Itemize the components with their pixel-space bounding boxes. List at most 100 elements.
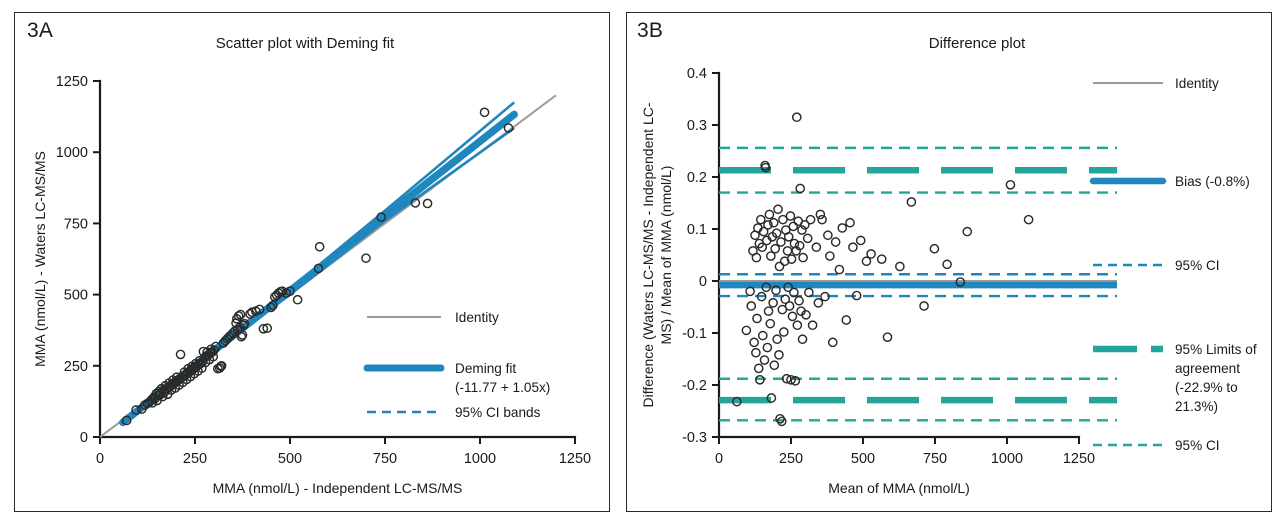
data-point (802, 233, 813, 244)
data-point (827, 337, 838, 348)
data-point (813, 298, 824, 308)
data-point (778, 214, 788, 225)
data-point (837, 223, 848, 233)
panel-a-points (121, 107, 514, 426)
x-axis-label-b: Mean of MMA (nmol/L) (828, 480, 970, 496)
data-point (741, 325, 752, 336)
data-point (794, 240, 805, 251)
data-point (866, 249, 876, 259)
y-tick-label-b: -0.3 (682, 430, 707, 446)
data-point (769, 360, 780, 371)
y-tick-label-a: 1250 (56, 74, 88, 90)
data-point (797, 225, 807, 235)
data-point (876, 254, 887, 264)
data-point (266, 302, 276, 313)
y-tick-label-b: 0.4 (687, 66, 707, 82)
data-point (757, 242, 768, 253)
data-point (292, 294, 303, 305)
y-axis-label-a: MMA (nmol/L) - Waters LC-MS/MS (32, 151, 48, 367)
panel-b-points (732, 112, 1034, 427)
panel-3b: 3B Difference plot -0.3 -0.2 -0.1 0 0.1 0.2 0.… (626, 12, 1272, 512)
x-tick-label-b: 500 (851, 451, 875, 467)
data-point (760, 162, 771, 173)
data-point (776, 416, 787, 427)
x-tick-label-b: 750 (923, 451, 947, 467)
data-point (786, 254, 797, 264)
x-tick-label-a: 1250 (559, 451, 591, 467)
data-point (771, 228, 782, 238)
data-point (211, 341, 221, 352)
data-point (942, 259, 952, 270)
data-point (919, 301, 929, 311)
data-point (361, 253, 371, 263)
data-point (895, 261, 905, 272)
data-point (815, 209, 826, 220)
data-point (882, 332, 893, 342)
data-point (801, 309, 811, 320)
data-point (239, 318, 250, 329)
panel-b-axes (717, 71, 1081, 439)
x-tick-label-a: 250 (183, 451, 207, 467)
y-axis-label-b-line2: MS) / Mean of MMA (nmol/L) (658, 166, 674, 345)
x-tick-label-b: 1000 (991, 451, 1023, 467)
data-point (756, 291, 767, 302)
legend-b-ci-teal-label: 95% CI (1175, 438, 1220, 453)
data-point (214, 363, 225, 373)
x-tick-label-a: 750 (373, 451, 397, 467)
data-point (755, 214, 766, 225)
x-tick-label-a: 0 (96, 451, 104, 467)
data-point (759, 355, 770, 365)
data-point (789, 287, 799, 298)
data-point (757, 330, 768, 341)
data-point (798, 252, 808, 263)
data-point (410, 198, 421, 208)
y-axis-label-b-line1: Difference (Waters LC-MS/MS - Independen… (640, 102, 656, 407)
data-point (766, 393, 777, 403)
data-point (121, 415, 132, 426)
data-point (746, 301, 757, 311)
legend-b-loa-label-3: (-22.9% to (1175, 380, 1238, 395)
data-point (823, 230, 833, 241)
data-point (254, 304, 265, 315)
y-tick-label-a: 250 (64, 359, 88, 375)
data-point (774, 350, 784, 360)
data-point (751, 347, 761, 358)
data-point (805, 214, 816, 225)
data-point (906, 197, 917, 207)
legend-a-ci-label: 95% CI bands (455, 405, 541, 420)
data-point (929, 243, 940, 254)
data-point (797, 334, 808, 345)
y-tick-label-a: 750 (64, 216, 88, 232)
data-point (216, 360, 227, 371)
x-tick-label-a: 500 (278, 451, 302, 467)
panel-b-tag: 3B (637, 19, 664, 42)
data-point (776, 237, 786, 247)
data-point (285, 286, 295, 297)
data-point (262, 323, 273, 334)
data-point (313, 263, 324, 274)
legend-b-loa-label-4: 21.3%) (1175, 399, 1218, 414)
data-point (131, 405, 141, 415)
data-point (845, 217, 855, 228)
data-point (763, 220, 773, 230)
data-point (772, 334, 783, 345)
data-point (422, 198, 433, 209)
data-point (786, 374, 796, 385)
data-point (790, 376, 801, 386)
x-tick-label-b: 1250 (1063, 451, 1095, 467)
y-tick-label-b: 0 (699, 274, 707, 290)
data-point (781, 373, 792, 384)
y-tick-label-b: -0.2 (682, 378, 707, 394)
data-point (245, 309, 255, 319)
data-point (799, 220, 810, 230)
data-point (768, 298, 778, 308)
data-point (314, 241, 325, 252)
data-point (208, 351, 219, 362)
legend-b-identity-label: Identity (1175, 76, 1219, 91)
data-point (157, 391, 168, 402)
x-tick-label-b: 250 (779, 451, 803, 467)
data-point (787, 311, 798, 322)
data-point (830, 237, 841, 247)
data-point (841, 315, 852, 325)
data-point (237, 330, 248, 340)
